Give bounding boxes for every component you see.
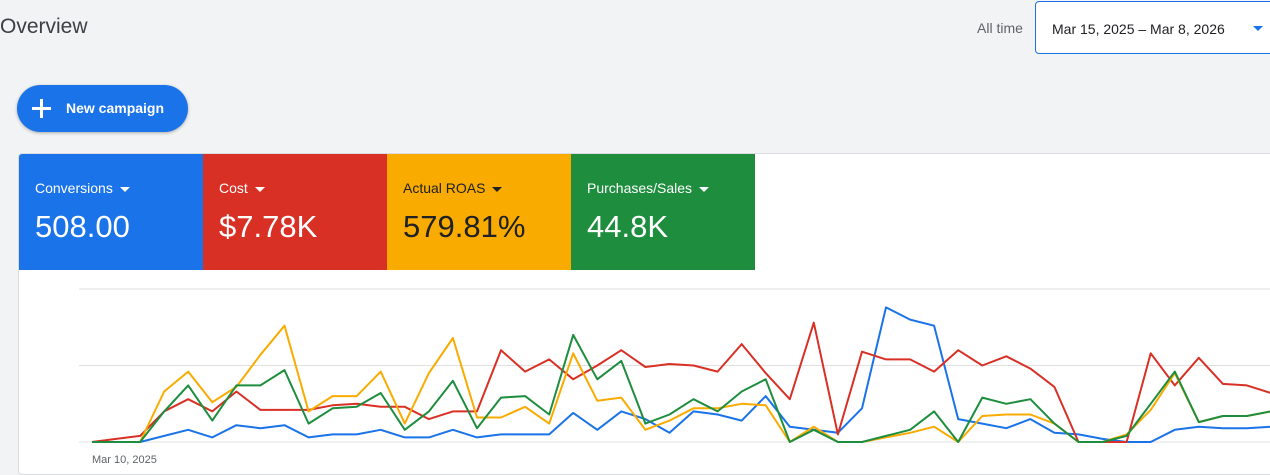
cost-series-line — [91, 321, 1270, 443]
page-title: Overview — [0, 15, 88, 38]
x-axis-start-label: Mar 10, 2025 — [92, 454, 157, 466]
date-range-value: Mar 15, 2025 – Mar 8, 2026 — [1052, 21, 1225, 37]
metric-actual-roas-label: Actual ROAS — [403, 180, 486, 196]
metric-cost-label: Cost — [219, 180, 248, 196]
metric-actual-roas[interactable]: Actual ROAS 579.81% — [387, 154, 571, 270]
plus-icon — [32, 99, 51, 118]
conversions-series-line — [92, 306, 1270, 443]
metric-cost-value: $7.78K — [219, 209, 318, 244]
overview-card: Conversions 508.00 Cost $7.78K Actual RO… — [18, 153, 1270, 475]
caret-down-icon — [254, 186, 265, 192]
metric-conversions-label: Conversions — [35, 180, 113, 196]
caret-down-icon — [1253, 26, 1263, 31]
metric-purchases-sales[interactable]: Purchases/Sales 44.8K — [571, 154, 755, 270]
actual-roas-series-line — [92, 324, 1270, 443]
new-campaign-button[interactable]: New campaign — [17, 85, 188, 132]
metric-actual-roas-value: 579.81% — [403, 209, 526, 244]
metric-conversions-value: 508.00 — [35, 209, 130, 244]
purchases-sales-series-line — [92, 333, 1270, 443]
caret-down-icon — [699, 186, 710, 192]
caret-down-icon — [119, 186, 130, 192]
metric-purchases-sales-value: 44.8K — [587, 209, 669, 244]
date-range-label: All time — [977, 20, 1023, 36]
new-campaign-label: New campaign — [66, 100, 165, 116]
caret-down-icon — [492, 186, 503, 192]
performance-line-chart: Mar 10, 2025 — [79, 288, 1270, 466]
metric-cost[interactable]: Cost $7.78K — [203, 154, 387, 270]
metric-conversions[interactable]: Conversions 508.00 — [19, 154, 203, 270]
date-range-picker[interactable]: Mar 15, 2025 – Mar 8, 2026 — [1035, 1, 1270, 54]
metric-purchases-sales-label: Purchases/Sales — [587, 180, 693, 196]
